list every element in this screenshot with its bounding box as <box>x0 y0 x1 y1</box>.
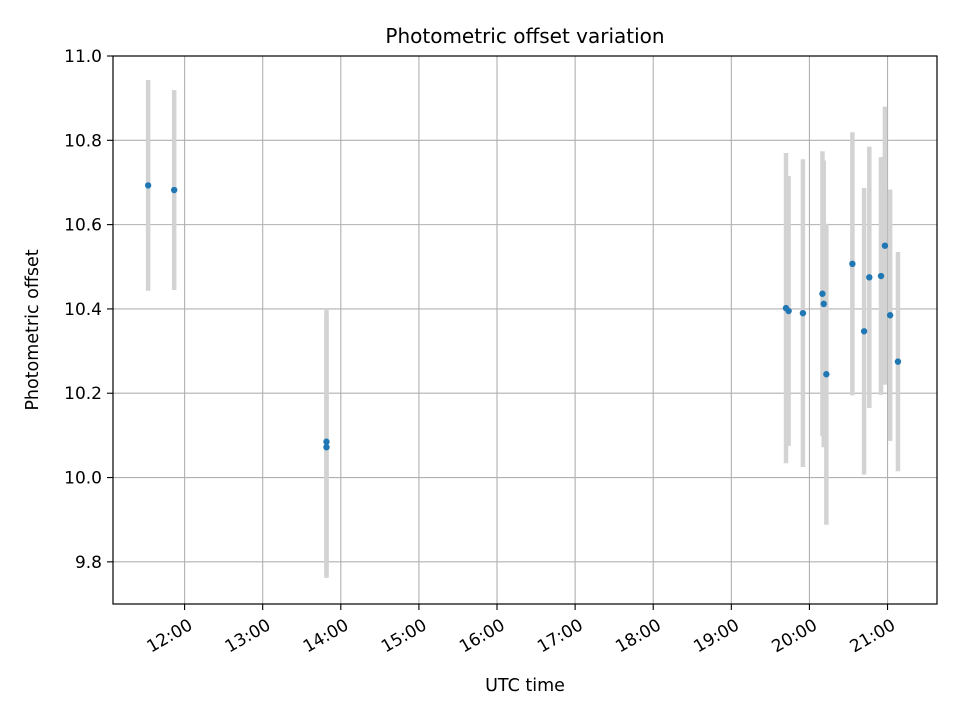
y-tick-label: 11.0 <box>64 47 102 67</box>
x-axis-label: UTC time <box>485 676 565 696</box>
data-point <box>860 328 868 335</box>
y-tick-label: 10.4 <box>64 300 102 320</box>
data-point <box>799 309 807 317</box>
data-point <box>881 242 889 249</box>
y-tick-label: 10.2 <box>64 384 102 404</box>
data-point <box>144 182 152 189</box>
y-tick-label: 10.8 <box>64 131 102 151</box>
data-point <box>886 312 894 319</box>
data-point <box>820 300 827 308</box>
data-point <box>894 358 902 365</box>
data-point <box>785 307 792 315</box>
data-point <box>823 371 830 378</box>
plot-area-frame <box>112 55 938 605</box>
data-point <box>170 186 178 194</box>
data-point <box>849 260 856 268</box>
data-point <box>819 290 826 297</box>
data-point <box>323 438 330 445</box>
data-point <box>323 443 330 451</box>
data-point <box>877 272 885 280</box>
chart-title: Photometric offset variation <box>385 24 664 48</box>
y-tick-label: 10.0 <box>64 469 102 489</box>
y-tick-label: 9.8 <box>75 553 102 573</box>
y-axis-ticks: 9.8 10.0 10.2 10.4 10.6 10.8 11.0 <box>64 47 113 573</box>
data-point <box>866 274 873 281</box>
data-points <box>144 182 902 451</box>
y-tick-label: 10.6 <box>64 216 102 236</box>
y-axis-label: Photometric offset <box>23 249 43 410</box>
